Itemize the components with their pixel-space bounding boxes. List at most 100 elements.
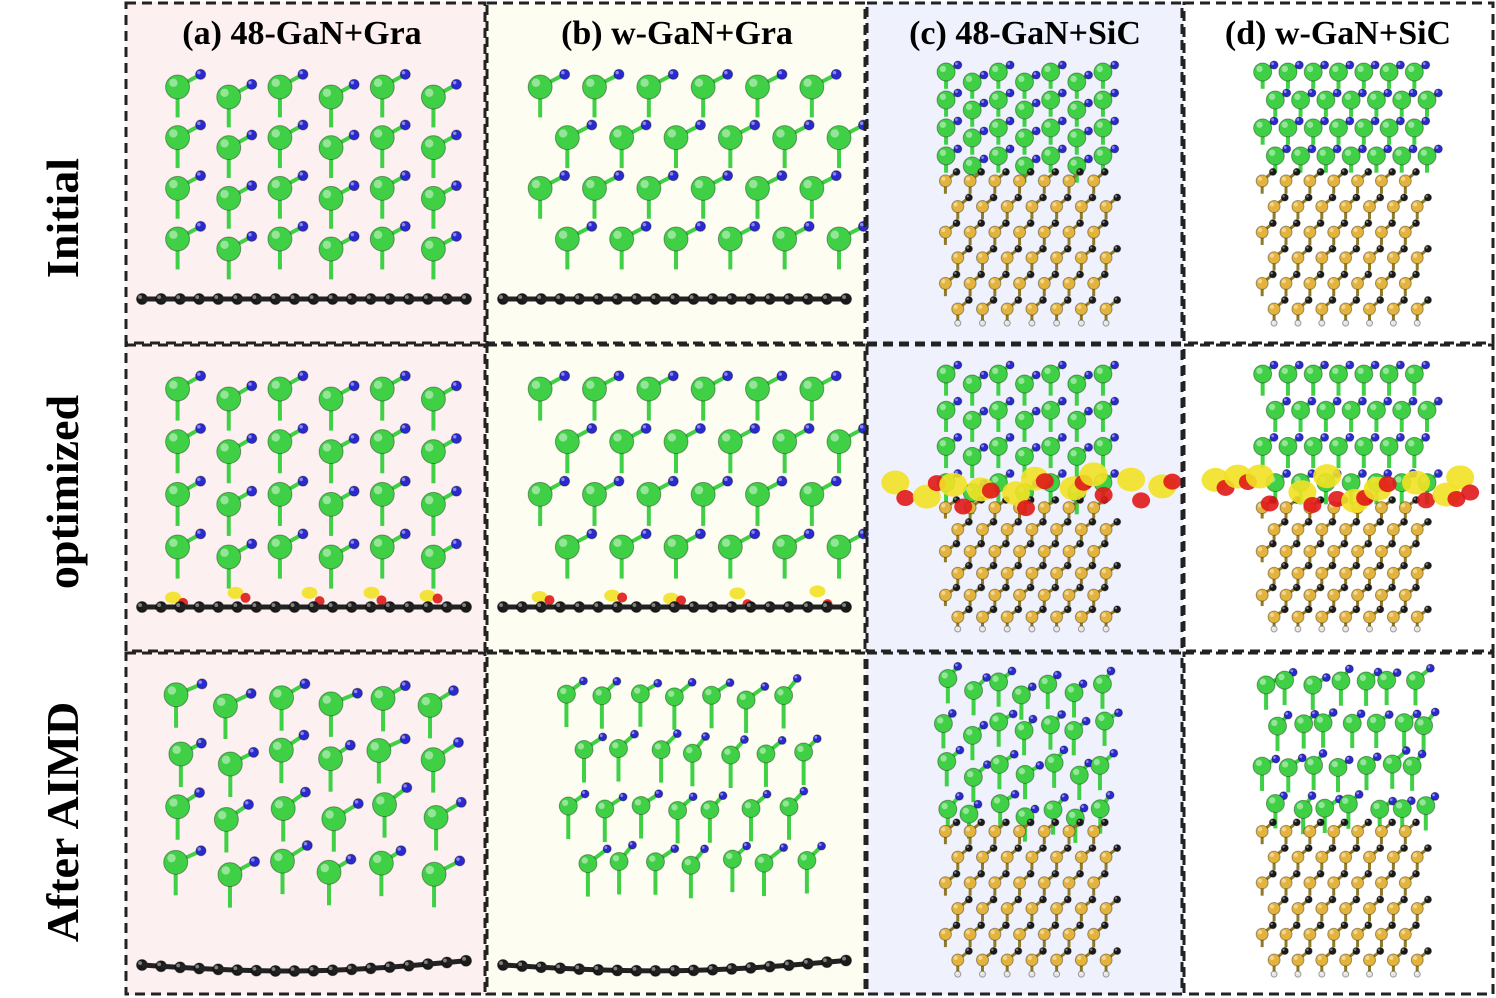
si-atom <box>1025 610 1039 624</box>
ga-atom-highlight <box>1070 413 1077 421</box>
n-atom-highlight <box>955 362 958 365</box>
graphene-carbon-atom-highlight <box>499 961 504 965</box>
n-atom <box>1320 116 1330 126</box>
n-atom <box>1388 796 1398 806</box>
n-atom <box>1392 668 1402 678</box>
ga-atom-highlight <box>1319 403 1326 411</box>
h-atom <box>1413 319 1421 327</box>
ga-atom-highlight <box>1096 367 1103 374</box>
n-atom-highlight <box>1385 470 1388 474</box>
n-atom <box>1005 432 1015 442</box>
si-atom <box>1050 953 1064 967</box>
ga-atom-highlight <box>939 403 947 411</box>
si-atom <box>1291 302 1305 316</box>
ga-atom-highlight <box>613 433 622 442</box>
n-atom <box>613 475 625 487</box>
ga-atom <box>420 185 446 211</box>
si-atom-highlight <box>1401 590 1406 596</box>
n-atom <box>1052 670 1062 680</box>
charge-depletion-lobe <box>896 489 915 506</box>
si-atom <box>1374 174 1388 188</box>
ga-atom <box>1293 799 1313 819</box>
n-atom <box>979 154 989 164</box>
si-atom <box>1087 927 1101 941</box>
n-atom-highlight <box>248 182 252 186</box>
carbon-atom-highlight <box>1342 819 1345 823</box>
si-atom-highlight <box>990 279 995 284</box>
si-atom <box>963 544 977 558</box>
graphene-carbon-atom-highlight <box>195 964 200 969</box>
ga-atom-highlight <box>992 715 999 722</box>
carbon-atom-highlight <box>1114 845 1118 849</box>
ga-atom <box>636 481 662 507</box>
ga-atom <box>267 481 293 507</box>
si-atom <box>1074 610 1088 624</box>
carbon-atom-highlight <box>1090 519 1093 522</box>
ga-atom-highlight <box>373 538 383 547</box>
carbon-atom <box>1051 539 1060 548</box>
n-atom <box>297 220 309 232</box>
ga-atom <box>1294 714 1314 734</box>
graphene-carbon-atom-highlight <box>271 967 276 971</box>
si-atom-highlight <box>1377 176 1382 181</box>
graphene-carbon-atom-highlight <box>689 295 694 300</box>
n-atom-highlight <box>197 477 201 482</box>
ga-atom <box>1341 400 1361 420</box>
n-atom-highlight <box>1085 72 1089 76</box>
ga-atom <box>369 429 395 455</box>
si-atom <box>1037 588 1051 602</box>
n-atom-highlight <box>1033 72 1037 76</box>
n-atom <box>613 68 625 80</box>
graphene-carbon-atom-highlight <box>309 603 314 607</box>
carbon-atom <box>1076 583 1085 592</box>
n-atom-highlight <box>452 80 457 85</box>
ga-atom <box>631 796 651 816</box>
si-atom <box>938 174 952 188</box>
carbon-atom <box>1268 869 1277 878</box>
ga-atom <box>368 850 394 876</box>
carbon-atom-highlight <box>1330 297 1333 301</box>
ga-atom-highlight <box>1281 761 1289 768</box>
si-atom <box>1303 588 1317 602</box>
n-atom <box>1110 144 1120 154</box>
charge-depletion-lobe <box>1035 473 1054 490</box>
n-atom <box>1370 432 1380 442</box>
n-atom-highlight <box>720 792 723 796</box>
n-atom <box>1430 791 1440 801</box>
carbon-atom-highlight <box>1065 297 1068 301</box>
carbon-atom-highlight <box>1306 606 1309 610</box>
carbon-atom <box>1039 193 1048 202</box>
graphene-carbon-atom-highlight <box>670 603 675 607</box>
n-atom-highlight <box>350 232 355 237</box>
carbon-atom-highlight <box>991 606 994 610</box>
ga-atom-highlight <box>777 689 784 696</box>
n-atom <box>1384 710 1394 720</box>
ga-atom <box>1291 400 1311 420</box>
si-atom <box>1410 566 1424 580</box>
ga-atom <box>609 226 635 252</box>
panel-frame-b-optimized <box>485 343 867 653</box>
si-atom-highlight <box>1040 878 1045 883</box>
si-atom <box>1013 544 1027 558</box>
ga-atom <box>1038 674 1058 694</box>
carbon-atom-highlight <box>1077 871 1081 874</box>
ga-atom <box>1090 755 1110 775</box>
si-atom-highlight <box>1413 202 1418 207</box>
ga-atom <box>1379 364 1399 384</box>
charge-accumulation-lobe <box>227 586 244 599</box>
n-atom-highlight <box>1029 683 1033 687</box>
carbon-atom <box>1076 921 1085 930</box>
si-atom-highlight <box>1341 202 1346 207</box>
n-atom-highlight <box>1283 146 1287 149</box>
carbon-atom <box>1088 895 1097 904</box>
ga-atom <box>964 680 984 700</box>
si-atom <box>1050 200 1064 214</box>
carbon-atom-highlight <box>1330 948 1333 951</box>
ga-atom <box>318 491 344 517</box>
n-atom <box>1009 749 1019 759</box>
carbon-atom <box>952 869 961 878</box>
si-atom-highlight <box>1040 503 1045 508</box>
h-atom <box>978 970 986 978</box>
n-atom <box>1332 396 1342 406</box>
si-atom-highlight <box>1089 878 1094 883</box>
